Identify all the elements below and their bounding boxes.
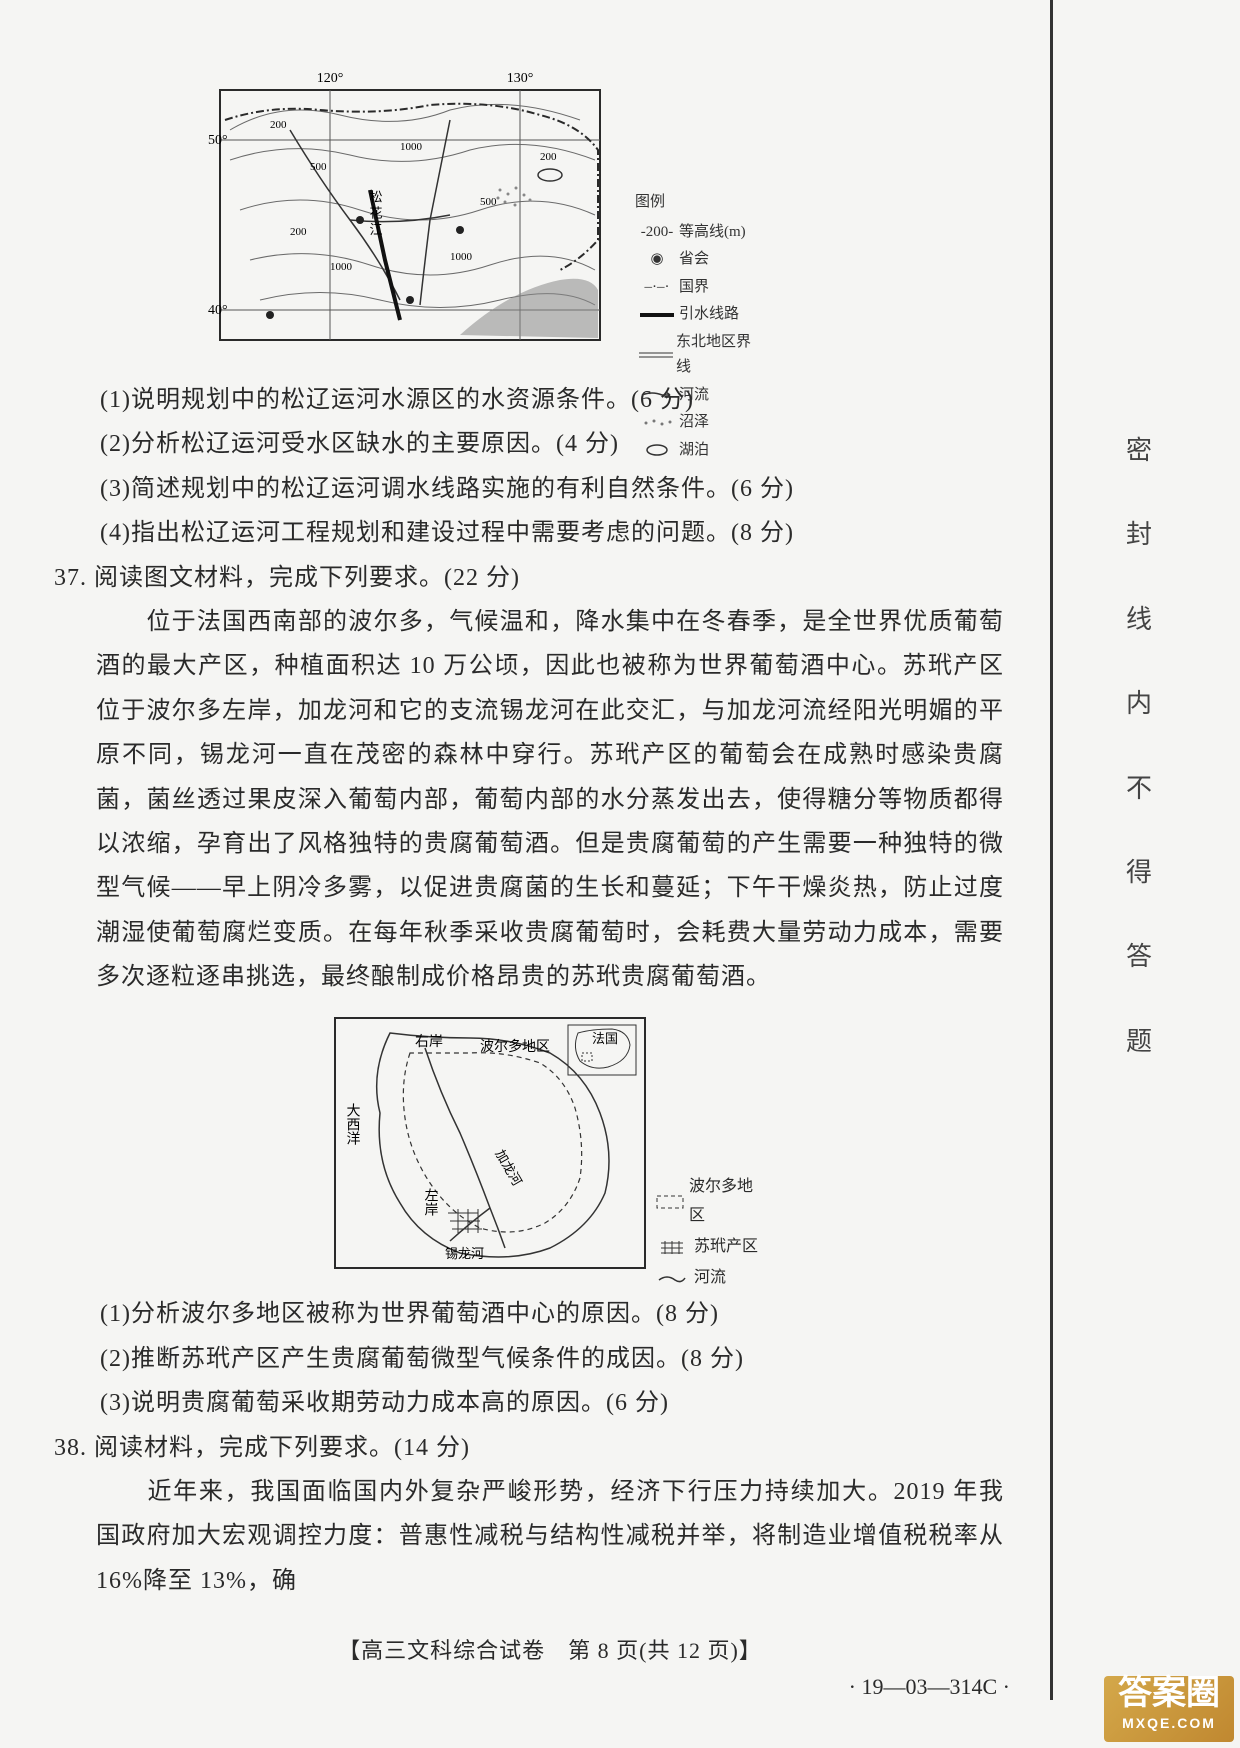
- svg-text:500: 500: [310, 161, 327, 173]
- map2-figure: 右岸 波尔多地区 法国 大西洋 左岸 加龙河 锡龙河 波尔多地区 苏玳产区 河流: [330, 1013, 760, 1278]
- svg-text:波尔多地区: 波尔多地区: [480, 1038, 550, 1055]
- map1-figure: 120° 130° 50° 40°: [200, 60, 760, 360]
- q38-para: 近年来，我国面临国内外复杂严峻形势，经济下行压力持续加大。2019 年我国政府加…: [96, 1470, 1004, 1603]
- svg-text:右岸: 右岸: [415, 1034, 443, 1050]
- arrow-icon: [635, 390, 679, 400]
- q37-1: (1)分析波尔多地区被称为世界葡萄酒中心的原因。(8 分): [100, 1292, 1010, 1336]
- hatch-icon: [650, 1239, 694, 1255]
- svg-text:500: 500: [480, 196, 497, 208]
- svg-text:1000: 1000: [400, 141, 423, 153]
- q38-head: 38. 阅读材料，完成下列要求。(14 分): [54, 1426, 1010, 1470]
- svg-text:200: 200: [270, 119, 287, 131]
- oval-icon: [635, 443, 679, 457]
- svg-text:加龙河: 加龙河: [492, 1147, 524, 1188]
- double-icon: [635, 350, 676, 360]
- q36-4: (4)指出松辽运河工程规划和建设过程中需要考虑的问题。(8 分): [100, 511, 1010, 555]
- q37-para: 位于法国西南部的波尔多，气候温和，降水集中在冬春季，是全世界优质葡萄酒的最大产区…: [96, 600, 1004, 1000]
- svg-text:松 花 江: 松 花 江: [368, 190, 383, 236]
- q36-1: (1)说明规划中的松辽运河水源区的水资源条件。(6 分): [100, 378, 1010, 422]
- dashbox-icon: [650, 1194, 689, 1210]
- q37-3: (3)说明贵腐葡萄采收期劳动力成本高的原因。(6 分): [100, 1381, 1010, 1425]
- q36-2: (2)分析松辽运河受水区缺水的主要原因。(4 分): [100, 422, 1010, 466]
- svg-text:1000: 1000: [450, 251, 473, 263]
- lon1: 120°: [317, 71, 344, 86]
- map1-legend: 图例 -200-等高线(m) ◉省会 –·–·国界 引水线路 东北地区界线 河流…: [635, 190, 760, 465]
- svg-text:锡龙河: 锡龙河: [445, 1246, 484, 1261]
- thick-icon: [635, 311, 679, 319]
- lat1: 50°: [208, 133, 228, 148]
- svg-text:法国: 法国: [592, 1031, 618, 1046]
- lat2: 40°: [208, 303, 228, 318]
- map2-svg: 右岸 波尔多地区 法国 大西洋 左岸 加龙河 锡龙河: [330, 1013, 650, 1273]
- svg-text:左岸: 左岸: [423, 1188, 439, 1216]
- page-footer: 【高三文科综合试卷 第 8 页(共 12 页)】: [90, 1633, 1010, 1665]
- footer-code: · 19—03—314C ·: [849, 1674, 1010, 1700]
- lon2: 130°: [507, 71, 534, 86]
- dot-icon: ◉: [635, 247, 679, 273]
- svg-text:200: 200: [290, 226, 307, 238]
- svg-text:大西洋: 大西洋: [345, 1103, 361, 1145]
- map1-svg: 120° 130° 50° 40°: [200, 60, 630, 360]
- watermark-badge: 答案圈 MXQE.COM: [1104, 1676, 1234, 1742]
- svg-text:1000: 1000: [330, 261, 353, 273]
- q37-head: 37. 阅读图文材料，完成下列要求。(22 分): [54, 556, 1010, 600]
- seal-line-text: 密 封 线 内 不 得 答 题: [1120, 420, 1160, 1095]
- vertical-divider: [1050, 0, 1053, 1700]
- dots-icon: [635, 417, 679, 429]
- q36-3: (3)简述规划中的松辽运河调水线路实施的有利自然条件。(6 分): [100, 467, 1010, 511]
- svg-text:200: 200: [540, 151, 557, 163]
- q37-2: (2)推断苏玳产区产生贵腐葡萄微型气候条件的成因。(8 分): [100, 1337, 1010, 1381]
- map2-legend: 波尔多地区 苏玳产区 河流: [650, 1173, 760, 1294]
- curve-icon: [650, 1272, 694, 1284]
- contour-icon: -200-: [635, 220, 679, 246]
- dashdot-icon: –·–·: [635, 275, 679, 301]
- legend-title: 图例: [635, 190, 760, 216]
